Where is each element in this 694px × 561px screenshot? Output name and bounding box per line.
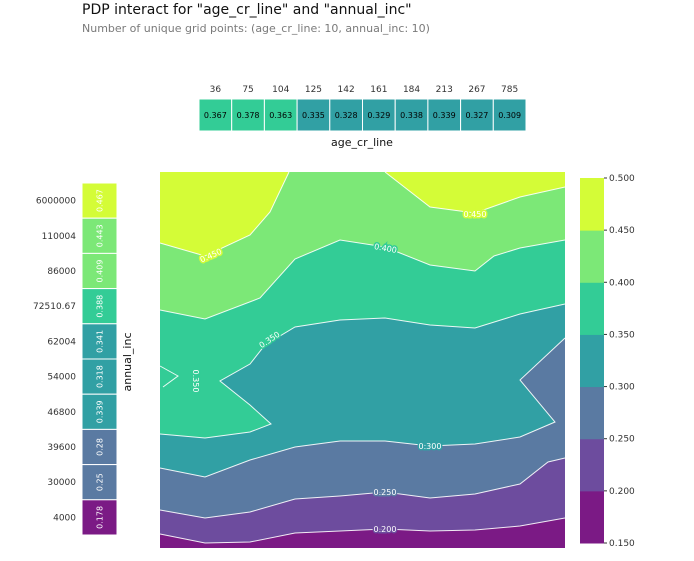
contour-label: 0.250 bbox=[374, 488, 397, 497]
x-pdp-cell bbox=[460, 98, 494, 132]
colorbar-band bbox=[580, 386, 604, 440]
y-tick-label: 4000 bbox=[53, 513, 76, 523]
contour-line-0-250 bbox=[159, 457, 566, 519]
y-pdp-strip: 0.467 0.443 0.409 0.388 0.341 0.318 0.339 0.28 0… bbox=[81, 182, 118, 536]
x-tick-label: 184 bbox=[403, 85, 420, 95]
contour-line-0-300 bbox=[159, 337, 566, 478]
y-pdp-value: 0.341 bbox=[96, 330, 105, 353]
x-pdp-value: 0.328 bbox=[335, 111, 358, 120]
page-title: PDP interact for "age_cr_line" and "annu… bbox=[82, 2, 412, 18]
x-tick-label: 142 bbox=[338, 85, 355, 95]
x-axis-label: age_cr_line bbox=[331, 136, 393, 149]
y-pdp-cell bbox=[81, 499, 118, 536]
y-pdp-value: 0.25 bbox=[96, 473, 105, 491]
contour-label: 0.200 bbox=[374, 525, 397, 534]
colorbar-tick-label: 0.450 bbox=[609, 226, 635, 236]
x-tick-label: 75 bbox=[242, 85, 253, 95]
x-pdp-value: 0.363 bbox=[269, 111, 292, 120]
x-pdp-strip: 0.367 0.378 0.363 0.335 0.328 0.329 0.338 0.339… bbox=[198, 98, 527, 132]
y-pdp-value: 0.339 bbox=[96, 400, 105, 423]
x-pdp-value: 0.338 bbox=[400, 111, 423, 120]
colorbar-tick-label: 0.200 bbox=[609, 487, 635, 497]
x-pdp-value: 0.378 bbox=[237, 111, 260, 120]
colorbar-tick-label: 0.350 bbox=[609, 330, 635, 340]
x-tick-label: 213 bbox=[436, 85, 453, 95]
x-pdp-cell bbox=[198, 98, 233, 132]
contour-band-0-450 bbox=[160, 172, 565, 256]
x-tick-label: 36 bbox=[210, 85, 222, 95]
x-pdp-value: 0.367 bbox=[204, 111, 227, 120]
colorbar-band bbox=[580, 334, 604, 388]
x-pdp-cell bbox=[329, 98, 363, 132]
y-pdp-cell bbox=[81, 428, 118, 466]
y-tick-label: 39600 bbox=[47, 443, 76, 453]
y-tick-label: 110004 bbox=[42, 232, 77, 242]
colorbar-band bbox=[580, 178, 604, 231]
y-tick-label: 86000 bbox=[47, 267, 76, 277]
y-pdp-value: 0.443 bbox=[96, 224, 105, 247]
x-pdp-cell bbox=[263, 98, 298, 132]
y-pdp-value: 0.467 bbox=[96, 189, 105, 212]
y-tick-label: 72510.67 bbox=[33, 302, 76, 312]
x-pdp-cell bbox=[492, 98, 527, 132]
y-pdp-value: 0.409 bbox=[96, 260, 105, 283]
contour-line-0-450-right bbox=[384, 171, 566, 214]
colorbar-tick-label: 0.150 bbox=[609, 539, 635, 549]
y-pdp-cell bbox=[81, 182, 118, 219]
x-tick-label: 161 bbox=[370, 85, 387, 95]
x-pdp-cell bbox=[296, 98, 331, 132]
x-pdp-cell bbox=[394, 98, 429, 132]
y-tick-label: 62004 bbox=[47, 337, 76, 347]
y-pdp-value: 0.318 bbox=[96, 365, 105, 388]
contour-plot: 0.450 0.450 0.400 0.350 0.350 0.300 0.25… bbox=[159, 171, 566, 548]
colorbar-tick-label: 0.400 bbox=[609, 278, 635, 288]
x-pdp-value: 0.335 bbox=[302, 111, 325, 120]
page-subtitle: Number of unique grid points: (age_cr_li… bbox=[82, 22, 430, 35]
y-pdp-cell bbox=[81, 464, 118, 501]
contour-line-0-350-inner bbox=[159, 365, 179, 388]
x-tick-label: 125 bbox=[305, 85, 322, 95]
contour-label: 0.300 bbox=[419, 442, 442, 451]
colorbar-band bbox=[580, 230, 604, 283]
x-pdp-cell bbox=[427, 98, 462, 132]
contour-line-0-200 bbox=[159, 517, 566, 544]
y-tick-label: 46800 bbox=[47, 408, 76, 418]
x-pdp-cell bbox=[362, 98, 396, 132]
y-tick-label: 6000000 bbox=[36, 197, 76, 207]
x-tick-label: 267 bbox=[468, 85, 485, 95]
y-pdp-cell bbox=[81, 288, 118, 325]
x-pdp-value: 0.327 bbox=[465, 111, 488, 120]
y-axis-label: annual_inc bbox=[121, 332, 134, 391]
colorbar: 0.500 0.450 0.400 0.350 0.300 0.250 0.200 0.150 bbox=[580, 174, 635, 549]
colorbar-tick-label: 0.300 bbox=[609, 383, 635, 393]
contour-line-0-350 bbox=[159, 303, 566, 439]
y-grid-tick-labels: 6000000 110004 86000 72510.67 62004 54000 4680… bbox=[33, 197, 76, 524]
y-pdp-value: 0.178 bbox=[96, 506, 105, 529]
x-tick-label: 104 bbox=[272, 85, 289, 95]
y-tick-label: 54000 bbox=[47, 373, 76, 383]
colorbar-tick-label: 0.250 bbox=[609, 435, 635, 445]
contour-line-0-450 bbox=[159, 171, 290, 257]
x-tick-label: 785 bbox=[501, 85, 518, 95]
x-pdp-value: 0.329 bbox=[367, 111, 390, 120]
contour-line-0-400 bbox=[159, 239, 566, 320]
contour-label: 0.450 bbox=[464, 210, 487, 219]
contour-label: 0.350 bbox=[191, 370, 200, 393]
x-grid-tick-labels: 36 75 104 125 142 161 184 213 267 785 bbox=[210, 85, 519, 95]
colorbar-band bbox=[580, 490, 604, 544]
x-pdp-value: 0.309 bbox=[498, 111, 521, 120]
y-pdp-value: 0.28 bbox=[96, 438, 105, 456]
colorbar-band bbox=[580, 282, 604, 335]
y-pdp-value: 0.388 bbox=[96, 295, 105, 318]
y-pdp-cell bbox=[81, 217, 118, 254]
y-tick-label: 30000 bbox=[47, 478, 76, 488]
colorbar-tick-label: 0.500 bbox=[609, 174, 635, 184]
x-pdp-value: 0.339 bbox=[433, 111, 456, 120]
colorbar-band bbox=[580, 438, 604, 492]
